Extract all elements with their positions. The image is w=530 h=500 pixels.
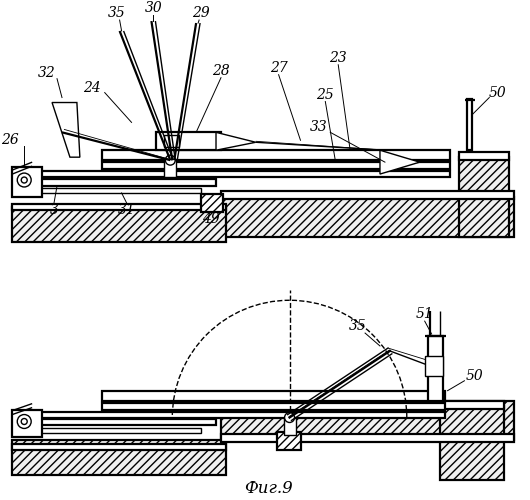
Text: 26: 26 (2, 134, 19, 147)
Bar (102, 150, 449, 160)
Text: Фиг.9: Фиг.9 (244, 480, 293, 496)
Text: 30: 30 (145, 1, 162, 15)
Bar (12, 410, 42, 438)
Bar (17, 188, 201, 193)
Bar (221, 191, 514, 199)
Bar (102, 162, 449, 169)
Bar (164, 136, 179, 147)
Circle shape (21, 177, 27, 183)
Text: 49: 49 (202, 212, 220, 226)
Bar (17, 412, 445, 418)
Circle shape (17, 414, 31, 428)
Bar (439, 400, 504, 408)
Circle shape (21, 418, 27, 424)
Polygon shape (216, 132, 256, 150)
Text: 27: 27 (270, 60, 287, 74)
Bar (17, 171, 449, 177)
Bar (201, 194, 223, 212)
Bar (102, 402, 445, 409)
Bar (17, 418, 216, 426)
Text: 29: 29 (192, 6, 210, 20)
Bar (467, 98, 472, 150)
Bar (156, 132, 221, 150)
Text: 31: 31 (118, 203, 136, 217)
Circle shape (17, 173, 31, 187)
Bar (460, 152, 509, 160)
Bar (221, 400, 514, 440)
Bar (17, 179, 216, 186)
Bar (221, 197, 514, 236)
Text: 35: 35 (108, 6, 126, 20)
Circle shape (165, 155, 175, 165)
Bar (221, 434, 514, 442)
Circle shape (285, 412, 295, 422)
Bar (164, 159, 176, 177)
Text: 25: 25 (316, 88, 334, 102)
Bar (17, 428, 201, 434)
Text: 28: 28 (212, 64, 230, 78)
Bar (12, 444, 226, 450)
Text: 51: 51 (416, 307, 434, 321)
Text: 24: 24 (83, 80, 101, 94)
Bar (277, 432, 302, 450)
Bar (439, 406, 504, 480)
Text: 32: 32 (38, 66, 56, 80)
Bar (277, 432, 302, 450)
Text: 23: 23 (329, 51, 347, 65)
Text: 35: 35 (349, 319, 367, 333)
Bar (12, 204, 226, 210)
Bar (102, 390, 445, 400)
Bar (284, 418, 296, 436)
Bar (425, 356, 443, 376)
Text: 50: 50 (488, 86, 506, 100)
Bar (460, 157, 509, 236)
Polygon shape (380, 150, 420, 174)
Bar (428, 336, 443, 400)
Bar (201, 194, 223, 212)
Polygon shape (52, 102, 80, 157)
Bar (12, 440, 226, 475)
Bar (12, 207, 226, 242)
Text: 33: 33 (310, 120, 327, 134)
Text: 3: 3 (50, 203, 58, 217)
Bar (12, 167, 42, 197)
Text: 50: 50 (465, 369, 483, 383)
